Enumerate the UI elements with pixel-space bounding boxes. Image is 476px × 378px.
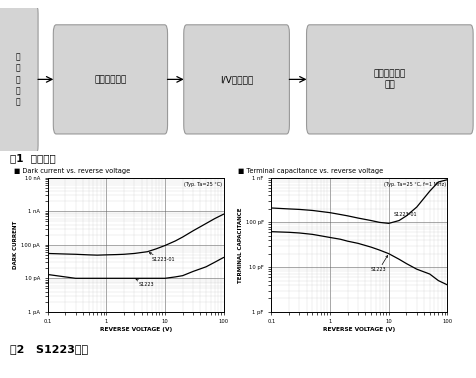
Text: (Typ. Ta=25 °C): (Typ. Ta=25 °C) <box>184 182 222 187</box>
Y-axis label: TERMINAL CAPACITANCE: TERMINAL CAPACITANCE <box>238 207 243 282</box>
X-axis label: REVERSE VOLTAGE (V): REVERSE VOLTAGE (V) <box>99 327 172 332</box>
Text: 传
感
器
偏
置: 传 感 器 偏 置 <box>16 53 20 106</box>
Text: ■ Dark current vs. reverse voltage: ■ Dark current vs. reverse voltage <box>14 168 130 174</box>
Text: ■ Terminal capacitance vs. reverse voltage: ■ Terminal capacitance vs. reverse volta… <box>238 168 383 174</box>
X-axis label: REVERSE VOLTAGE (V): REVERSE VOLTAGE (V) <box>323 327 396 332</box>
Text: S1223-01: S1223-01 <box>149 253 176 262</box>
Text: 带宽补偿模块: 带宽补偿模块 <box>94 75 127 84</box>
FancyBboxPatch shape <box>53 25 168 134</box>
Text: 图2   S1223特性: 图2 S1223特性 <box>10 344 88 354</box>
Text: 图1  系统框图: 图1 系统框图 <box>10 153 55 163</box>
Text: (Typ. Ta=25 °C, f=1 MHz): (Typ. Ta=25 °C, f=1 MHz) <box>384 182 446 187</box>
Text: S1223-01: S1223-01 <box>393 212 417 217</box>
Text: 信号调理输出
模块: 信号调理输出 模块 <box>374 69 406 90</box>
Text: S1223: S1223 <box>371 256 387 273</box>
FancyBboxPatch shape <box>0 5 38 154</box>
FancyBboxPatch shape <box>184 25 289 134</box>
Text: S1223: S1223 <box>136 279 154 287</box>
Text: I/V转换模块: I/V转换模块 <box>220 75 253 84</box>
FancyBboxPatch shape <box>307 25 473 134</box>
Y-axis label: DARK CURRENT: DARK CURRENT <box>13 221 19 269</box>
